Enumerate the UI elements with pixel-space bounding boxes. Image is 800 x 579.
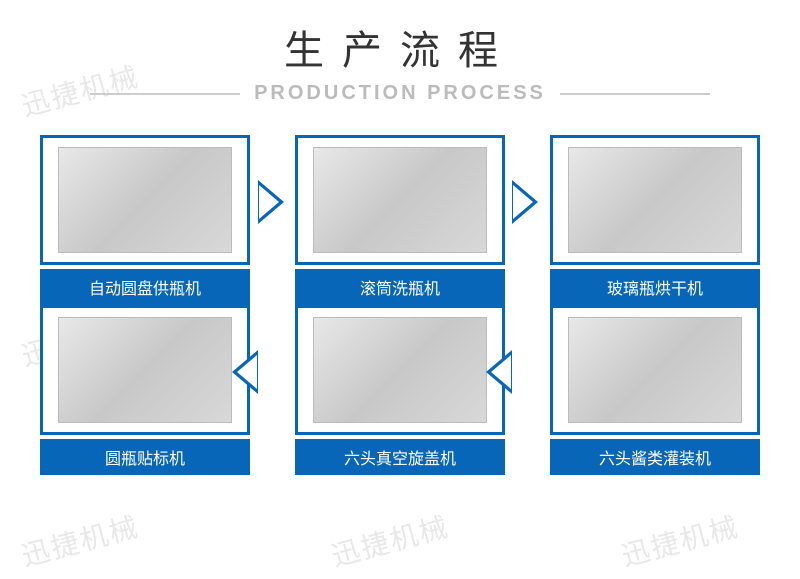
arrow-left-icon	[232, 350, 258, 394]
watermark: 迅捷机械	[617, 505, 743, 575]
flow-diagram: 自动圆盘供瓶机 滚筒洗瓶机 玻璃瓶烘干机 圆瓶贴标机 六头真空旋盖机 六头酱类灌…	[0, 135, 800, 475]
arrow-right-icon	[512, 180, 538, 224]
step-6-label: 圆瓶贴标机	[40, 439, 250, 475]
divider-right	[560, 93, 710, 95]
machine-placeholder	[568, 317, 741, 422]
machine-placeholder	[313, 147, 486, 252]
subtitle-row: PRODUCTION PROCESS	[0, 82, 800, 105]
machine-placeholder	[313, 317, 486, 422]
step-5-image	[295, 305, 505, 435]
arrow-left-icon	[486, 350, 512, 394]
step-5: 六头真空旋盖机	[295, 305, 505, 475]
step-2-label: 滚筒洗瓶机	[295, 269, 505, 305]
step-3-image	[550, 135, 760, 265]
header: 生产流程 PRODUCTION PROCESS	[0, 0, 800, 105]
flow-row-2: 圆瓶贴标机 六头真空旋盖机 六头酱类灌装机	[0, 305, 800, 475]
machine-placeholder	[568, 147, 741, 252]
step-4-label: 六头酱类灌装机	[550, 439, 760, 475]
divider-left	[90, 93, 240, 95]
step-3-label: 玻璃瓶烘干机	[550, 269, 760, 305]
step-2: 滚筒洗瓶机	[295, 135, 505, 305]
step-6-image	[40, 305, 250, 435]
step-4-image	[550, 305, 760, 435]
watermark: 迅捷机械	[327, 505, 453, 575]
step-1-label: 自动圆盘供瓶机	[40, 269, 250, 305]
watermark: 迅捷机械	[17, 505, 143, 575]
arrow-right-icon	[258, 180, 284, 224]
step-3: 玻璃瓶烘干机	[550, 135, 760, 305]
page-title-cn: 生产流程	[0, 18, 800, 76]
machine-placeholder	[58, 147, 231, 252]
flow-row-1: 自动圆盘供瓶机 滚筒洗瓶机 玻璃瓶烘干机	[0, 135, 800, 305]
page-title-en: PRODUCTION PROCESS	[254, 82, 546, 105]
machine-placeholder	[58, 317, 231, 422]
step-1: 自动圆盘供瓶机	[40, 135, 250, 305]
step-5-label: 六头真空旋盖机	[295, 439, 505, 475]
step-4: 六头酱类灌装机	[550, 305, 760, 475]
step-2-image	[295, 135, 505, 265]
step-6: 圆瓶贴标机	[40, 305, 250, 475]
step-1-image	[40, 135, 250, 265]
